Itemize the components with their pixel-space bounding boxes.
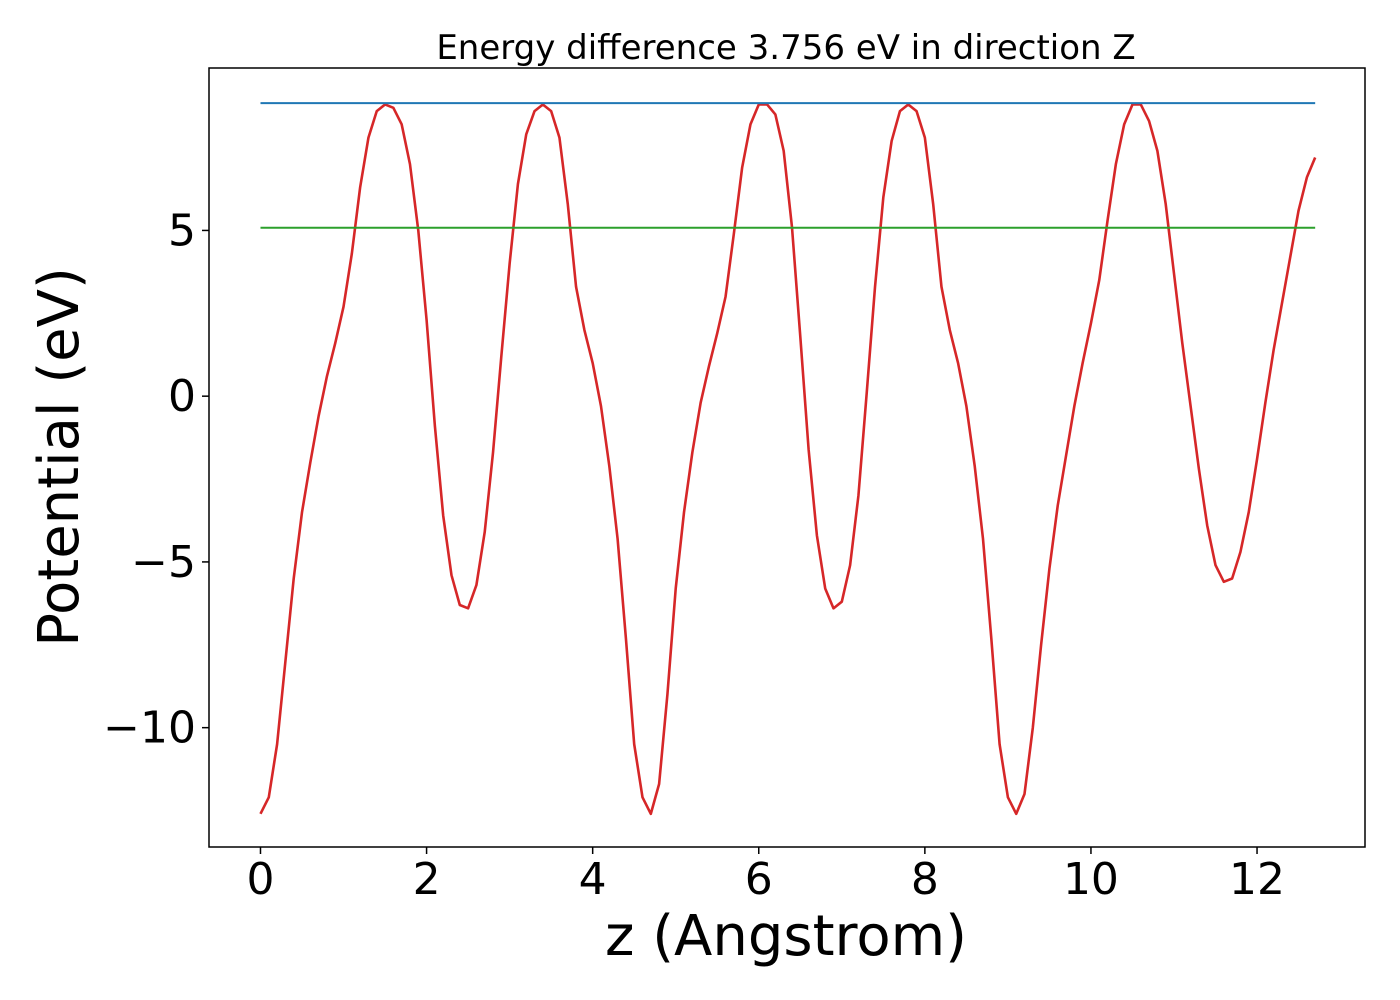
y-tick-label: −10 bbox=[103, 703, 196, 754]
x-axis-label: z (Angstrom) bbox=[605, 904, 967, 969]
y-tick-label: 0 bbox=[168, 371, 196, 422]
x-tick-label: 4 bbox=[579, 854, 607, 905]
x-tick-label: 8 bbox=[911, 854, 939, 905]
x-tick-label: 0 bbox=[246, 854, 274, 905]
chart-title: Energy difference 3.756 eV in direction … bbox=[436, 28, 1135, 68]
x-tick-label: 12 bbox=[1229, 854, 1285, 905]
plot-frame bbox=[208, 67, 1366, 848]
x-tick-label: 6 bbox=[745, 854, 773, 905]
x-tick-label: 10 bbox=[1063, 854, 1119, 905]
potential-line bbox=[259, 103, 1317, 816]
y-tick-label: 5 bbox=[168, 205, 196, 256]
x-axis-ticks: 0 2 4 6 8 10 12 bbox=[246, 847, 1285, 905]
y-axis-label: Potential (eV) bbox=[27, 267, 92, 647]
series-layer bbox=[259, 102, 1317, 816]
y-tick-label: −5 bbox=[131, 537, 196, 588]
y-axis-ticks: −10 −5 0 5 bbox=[103, 205, 209, 754]
x-tick-label: 2 bbox=[413, 854, 441, 905]
